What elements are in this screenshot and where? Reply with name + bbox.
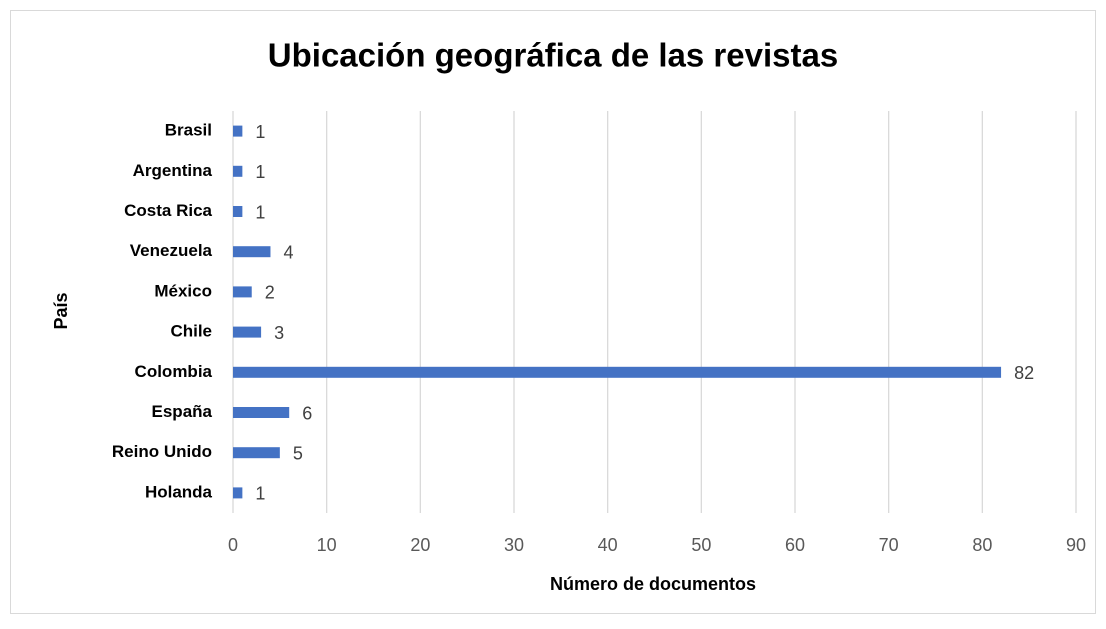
bar [233,125,243,137]
x-tick-label: 10 [317,535,337,555]
bar [233,165,243,177]
x-tick-label: 70 [879,535,899,555]
y-tick-label: Argentina [133,161,213,180]
y-tick-label: Brasil [165,121,212,140]
y-tick-label: Chile [170,322,212,341]
chart-border [10,10,1096,614]
value-label: 1 [255,202,265,222]
value-label: 6 [302,403,312,423]
x-axis-label: Número de documentos [550,574,756,594]
x-tick-label: 20 [410,535,430,555]
y-tick-label: España [152,402,213,421]
x-tick-label: 30 [504,535,524,555]
value-label: 1 [255,122,265,142]
x-tick-label: 0 [228,535,238,555]
y-tick-label: Reino Unido [112,442,212,461]
bar [233,487,243,499]
bar [233,286,252,298]
bar [233,326,262,338]
bar [233,366,1002,378]
x-tick-label: 40 [598,535,618,555]
value-label: 3 [274,323,284,343]
bar [233,246,271,258]
y-tick-label: Holanda [145,482,213,501]
bar [233,407,290,418]
y-tick-label: Venezuela [130,241,213,260]
bar [233,447,280,459]
x-tick-label: 90 [1066,535,1086,555]
x-tick-label: 60 [785,535,805,555]
y-axis-label: País [51,292,71,329]
y-tick-label: Costa Rica [124,201,212,220]
value-label: 2 [265,283,275,303]
value-label: 5 [293,443,303,463]
value-label: 1 [255,162,265,182]
y-tick-label: Colombia [135,362,213,381]
y-tick-label: México [154,281,212,300]
value-label: 4 [283,242,293,262]
value-label: 1 [255,484,265,504]
chart-title: Ubicación geográfica de las revistas [268,37,838,74]
value-label: 82 [1014,363,1034,383]
bar [233,206,243,217]
x-tick-label: 80 [972,535,992,555]
x-tick-label: 50 [691,535,711,555]
